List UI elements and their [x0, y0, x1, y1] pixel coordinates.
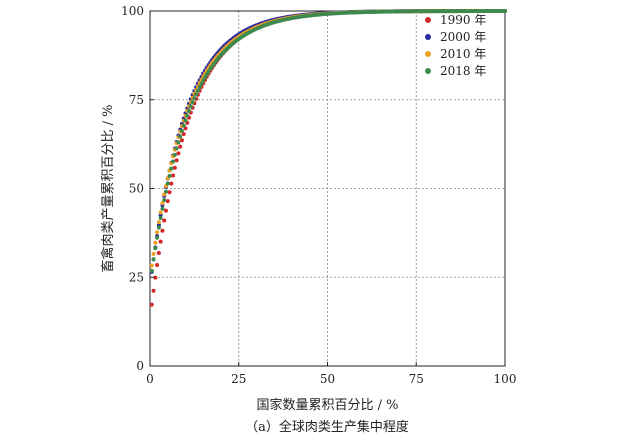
data-point: [163, 189, 168, 194]
data-point: [167, 173, 172, 178]
data-point: [163, 208, 168, 213]
y-tick-label: 75: [129, 93, 144, 107]
legend-label: 2010 年: [440, 47, 486, 61]
legend-marker: [425, 68, 431, 74]
data-point: [153, 240, 158, 245]
data-point: [151, 288, 156, 293]
x-tick-label: 25: [231, 372, 246, 386]
legend-label: 2018 年: [440, 64, 486, 78]
data-point: [192, 96, 197, 101]
data-point: [153, 275, 158, 280]
data-point: [190, 100, 195, 105]
data-point: [156, 251, 161, 256]
x-tick-label: 50: [320, 372, 335, 386]
data-point: [179, 138, 184, 143]
data-point: [194, 92, 199, 97]
data-point: [151, 257, 156, 262]
data-point: [158, 215, 163, 220]
y-axis-title: 畜禽肉类产量累积百分比 / %: [100, 105, 116, 273]
data-point: [176, 151, 181, 156]
data-point: [503, 9, 507, 14]
data-point: [160, 228, 165, 233]
data-point: [203, 75, 208, 80]
data-point: [155, 230, 160, 235]
y-tick-label: 100: [121, 4, 144, 18]
data-point: [185, 113, 190, 118]
data-point: [183, 118, 188, 123]
legend-marker: [425, 17, 431, 23]
data-point: [187, 108, 192, 113]
data-point: [172, 152, 177, 157]
legend-marker: [425, 34, 431, 40]
data-point: [176, 140, 181, 145]
data-point: [171, 173, 176, 178]
data-point: [172, 165, 177, 170]
data-point: [149, 302, 154, 307]
data-point: [188, 104, 193, 109]
grid: [150, 11, 505, 366]
data-point: [178, 144, 183, 149]
data-point: [149, 268, 154, 273]
data-point: [171, 159, 176, 164]
data-point: [156, 225, 161, 230]
data-point: [167, 190, 172, 195]
data-point: [174, 146, 179, 151]
y-tick-label: 25: [129, 270, 144, 284]
x-axis-title: 国家数量累积百分比 / %: [257, 397, 399, 413]
data-point: [155, 263, 160, 268]
data-point: [158, 210, 163, 215]
y-tick-label: 50: [129, 182, 144, 196]
data-point: [162, 218, 167, 223]
legend-label: 1990 年: [440, 13, 486, 27]
data-point: [178, 134, 183, 139]
y-tick-label: 0: [136, 359, 144, 373]
data-point: [151, 251, 156, 256]
data-point: [156, 220, 161, 225]
data-point: [169, 166, 174, 171]
data-point: [179, 128, 184, 133]
data-point: [165, 181, 170, 186]
tick-labels: 0 25 50 75 100 0 25 50 75 100: [121, 4, 516, 386]
data-point: [160, 201, 165, 206]
x-tick-label: 0: [146, 372, 154, 386]
legend: 1990 年 2000 年 2010 年 2018 年: [425, 13, 486, 78]
data-point: [181, 123, 186, 128]
data-point: [201, 78, 206, 83]
legend-marker: [425, 51, 431, 57]
data-point: [169, 181, 174, 186]
legend-label: 2000 年: [440, 30, 486, 44]
data-point: [199, 81, 204, 86]
x-tick-label: 100: [494, 372, 517, 386]
data-point: [174, 158, 179, 163]
data-point: [181, 132, 186, 137]
data-point: [149, 263, 154, 268]
data-point: [153, 246, 158, 251]
data-point: [160, 206, 165, 211]
data-points: [149, 9, 507, 307]
data-point: [162, 197, 167, 202]
data-point: [195, 88, 200, 93]
data-point: [158, 239, 163, 244]
data-point: [197, 85, 202, 90]
figure-caption: （a）全球肉类生产集中程度: [245, 419, 409, 435]
x-tick-label: 75: [409, 372, 424, 386]
data-point: [162, 192, 167, 197]
series-3: [149, 9, 507, 273]
data-point: [165, 199, 170, 204]
data-point: [155, 235, 160, 240]
